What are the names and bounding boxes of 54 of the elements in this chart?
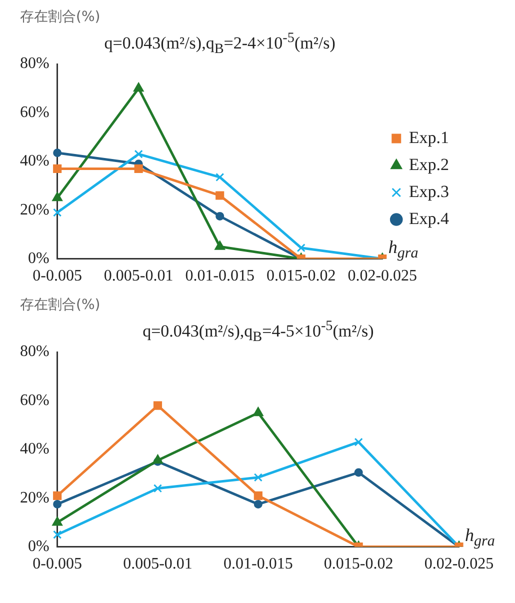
point bbox=[53, 530, 62, 539]
y-axis-title: 存在割合(%) bbox=[19, 8, 102, 27]
point bbox=[153, 484, 162, 493]
x-tick-label: 0.01-0.015 bbox=[185, 268, 255, 285]
point bbox=[53, 491, 62, 500]
y-tick-label: 80% bbox=[20, 343, 50, 360]
x-tick-label: 0-0.005 bbox=[32, 268, 82, 285]
point bbox=[254, 473, 262, 482]
point bbox=[53, 148, 62, 158]
y-tick-label: 60% bbox=[20, 392, 50, 409]
point bbox=[216, 212, 224, 220]
point bbox=[296, 244, 306, 252]
point bbox=[53, 208, 62, 217]
legend-label: Exp.2 bbox=[408, 154, 450, 174]
x-tick-label: 0.005-0.01 bbox=[104, 268, 174, 285]
y-tick-label: 40% bbox=[20, 152, 50, 170]
point bbox=[53, 500, 62, 508]
y-tick-label: 0% bbox=[28, 250, 50, 268]
point bbox=[253, 407, 264, 416]
point bbox=[354, 468, 363, 477]
chart-title: q=0.043(m²/s),q$_{B}$=2-4×10$^{-5}$(m²/s) bbox=[103, 30, 336, 58]
point bbox=[52, 516, 62, 526]
y-tick-label: 20% bbox=[20, 489, 50, 506]
point bbox=[134, 164, 143, 173]
x-tick-label: 0-0.005 bbox=[32, 556, 82, 573]
point bbox=[216, 191, 224, 200]
x-tick-label: 0.005-0.01 bbox=[123, 556, 192, 573]
y-tick-label: 20% bbox=[20, 201, 50, 218]
point bbox=[152, 454, 163, 464]
point bbox=[216, 172, 224, 182]
chart-title: q=0.043(m²/s),q$_{B}$=4-5×10$^{-5}$(m²/s) bbox=[142, 318, 375, 346]
point bbox=[254, 500, 262, 508]
point bbox=[354, 438, 363, 446]
y-tick-label: 80% bbox=[20, 55, 50, 72]
y-axis-title: 存在割合(%) bbox=[19, 296, 102, 315]
point bbox=[52, 192, 62, 202]
y-tick-label: 40% bbox=[20, 440, 50, 458]
x-tick-label: 0.01-0.015 bbox=[224, 556, 293, 573]
legend-label: Exp.4 bbox=[408, 208, 450, 228]
x-tick-label: 0.02-0.025 bbox=[348, 268, 418, 285]
point bbox=[153, 401, 162, 410]
x-tick-label: 0.015-0.02 bbox=[324, 556, 394, 573]
x-tick-label: 0.02-0.025 bbox=[424, 556, 494, 573]
x-axis-title: h$_{gra}$ bbox=[388, 236, 418, 262]
y-tick-label: 60% bbox=[20, 104, 50, 121]
point bbox=[134, 150, 143, 158]
point bbox=[214, 240, 225, 250]
point bbox=[254, 491, 262, 500]
y-tick-label: 0% bbox=[28, 538, 50, 556]
legend-label: Exp.3 bbox=[408, 182, 450, 201]
legend-label: Exp.1 bbox=[408, 128, 450, 147]
point bbox=[53, 164, 62, 173]
x-axis-title: h$_{gra}$ bbox=[465, 524, 495, 550]
x-tick-label: 0.015-0.02 bbox=[266, 268, 336, 285]
